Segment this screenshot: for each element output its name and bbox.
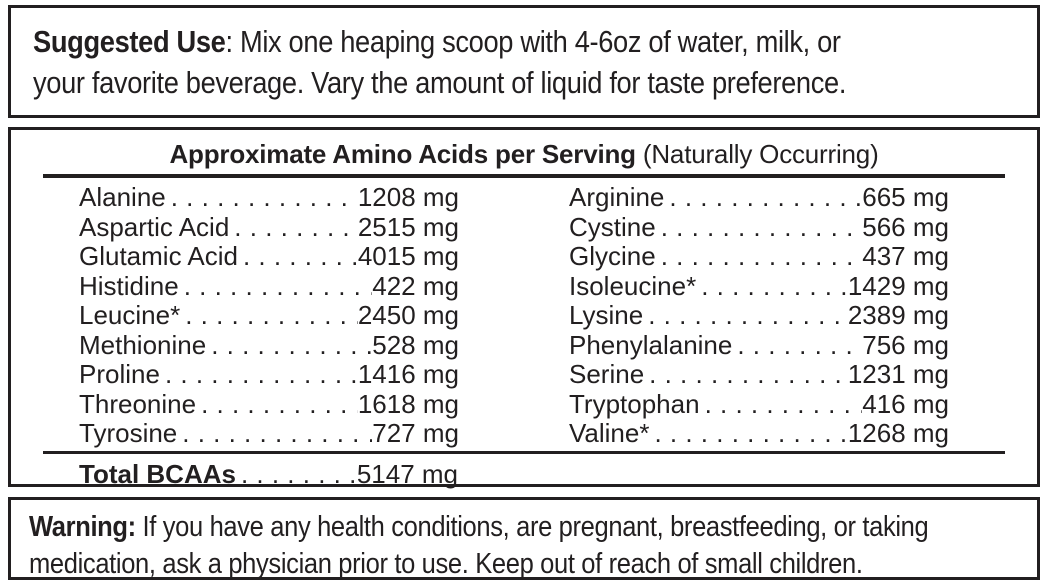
- leader-dots: . . . . . . . . . . . . . . . . . . . . …: [737, 330, 862, 360]
- amino-amount: 2450 mg: [357, 300, 459, 330]
- table-row: Threonine. . . . . . . . . . . . . . . .…: [79, 388, 459, 420]
- leader-dots: . . . . . . . . . . . . . . . . . . . . …: [660, 212, 863, 242]
- amino-amount: 1416 mg: [357, 359, 459, 389]
- amino-amount: 1208 mg: [357, 182, 459, 212]
- amino-name: Proline: [79, 359, 160, 389]
- leader-dots: . . . . . . . . . . . . . . . . . . . . …: [201, 389, 358, 419]
- table-row: Alanine. . . . . . . . . . . . . . . . .…: [79, 182, 459, 213]
- warning-line1-rest: If you have any health conditions, are p…: [135, 511, 929, 543]
- table-row: Cystine. . . . . . . . . . . . . . . . .…: [569, 211, 949, 243]
- amino-amount: 1231 mg: [847, 359, 949, 389]
- table-title-normal: (Naturally Occurring): [635, 139, 879, 169]
- leader-dots: . . . . . . . . . . . . . . . . . . . . …: [240, 458, 357, 489]
- table-row: Proline. . . . . . . . . . . . . . . . .…: [79, 359, 459, 390]
- warning-heading: Warning:: [29, 511, 136, 543]
- amino-column-right: Arginine. . . . . . . . . . . . . . . . …: [569, 182, 949, 449]
- amino-amount: 437 mg: [862, 241, 949, 271]
- warning-text: Warning: If you have any health conditio…: [29, 509, 1036, 580]
- suggested-use-line1-rest: : Mix one heaping scoop with 4-6oz of wa…: [225, 24, 842, 59]
- amino-amount: 727 mg: [372, 418, 459, 448]
- leader-dots: . . . . . . . . . . . . . . . . . . . . …: [182, 419, 372, 448]
- amino-amount: 665 mg: [862, 182, 949, 212]
- leader-dots: . . . . . . . . . . . . . . . . . . . . …: [242, 242, 358, 271]
- leader-dots: . . . . . . . . . . . . . . . . . . . . …: [211, 330, 372, 360]
- amino-name: Methionine: [79, 329, 207, 360]
- total-bcaas-row: Total BCAAs . . . . . . . . . . . . . . …: [79, 459, 458, 489]
- amino-name: Leucine*: [79, 300, 181, 330]
- total-bcaas-amount: 5147 mg: [356, 458, 458, 489]
- table-row: Glycine. . . . . . . . . . . . . . . . .…: [569, 241, 949, 272]
- table-row: Methionine. . . . . . . . . . . . . . . …: [79, 329, 459, 361]
- table-row: Serine. . . . . . . . . . . . . . . . . …: [569, 359, 949, 390]
- leader-dots: . . . . . . . . . . . . . . . . . . . . …: [704, 389, 863, 419]
- leader-dots: . . . . . . . . . . . . . . . . . . . . …: [170, 183, 358, 212]
- amino-name: Glutamic Acid: [79, 241, 238, 271]
- table-row: Glutamic Acid. . . . . . . . . . . . . .…: [79, 241, 459, 272]
- suggested-use-line2: your favorite beverage. Vary the amount …: [33, 65, 847, 100]
- leader-dots: . . . . . . . . . . . . . . . . . . . . …: [183, 271, 373, 301]
- table-row: Lysine. . . . . . . . . . . . . . . . . …: [569, 300, 949, 331]
- table-title-bold: Approximate Amino Acids per Serving: [169, 139, 636, 169]
- leader-dots: . . . . . . . . . . . . . . . . . . . . …: [185, 301, 358, 330]
- leader-dots: . . . . . . . . . . . . . . . . . . . . …: [701, 271, 848, 301]
- header-rule: [43, 174, 1005, 178]
- amino-amount: 528 mg: [372, 329, 459, 360]
- table-row: Aspartic Acid. . . . . . . . . . . . . .…: [79, 211, 459, 243]
- leader-dots: . . . . . . . . . . . . . . . . . . . . …: [164, 360, 358, 389]
- total-rule: [43, 450, 1005, 454]
- amino-amount: 756 mg: [862, 329, 949, 360]
- amino-name: Tryptophan: [569, 388, 700, 419]
- suggested-use-line1: Suggested Use: Mix one heaping scoop wit…: [33, 21, 1036, 62]
- table-row: Histidine. . . . . . . . . . . . . . . .…: [79, 270, 459, 302]
- suggested-use-text: Suggested Use: Mix one heaping scoop wit…: [33, 21, 1036, 103]
- amino-amount: 566 mg: [862, 211, 949, 242]
- leader-dots: . . . . . . . . . . . . . . . . . . . . …: [669, 183, 863, 212]
- amino-name: Serine: [569, 359, 645, 389]
- amino-amount: 1429 mg: [847, 270, 949, 301]
- warning-line2: medication, ask a physician prior to use…: [29, 548, 863, 580]
- amino-amount: 422 mg: [372, 270, 459, 301]
- table-row: Phenylalanine. . . . . . . . . . . . . .…: [569, 329, 949, 361]
- amino-name: Glycine: [569, 241, 656, 271]
- table-row: Tyrosine. . . . . . . . . . . . . . . . …: [79, 418, 459, 449]
- amino-name: Arginine: [569, 182, 665, 212]
- amino-amount: 416 mg: [862, 388, 949, 419]
- amino-amount: 2389 mg: [847, 300, 949, 330]
- amino-table-box: Approximate Amino Acids per Serving (Nat…: [8, 127, 1040, 489]
- suggested-use-heading: Suggested Use: [33, 24, 226, 59]
- amino-name: Lysine: [569, 300, 644, 330]
- amino-amount: 4015 mg: [357, 241, 459, 271]
- amino-amount: 2515 mg: [357, 211, 459, 242]
- amino-name: Cystine: [569, 211, 656, 242]
- warning-line1: Warning: If you have any health conditio…: [29, 509, 1036, 546]
- leader-dots: . . . . . . . . . . . . . . . . . . . . …: [648, 301, 848, 330]
- amino-name: Threonine: [79, 388, 197, 419]
- leader-dots: . . . . . . . . . . . . . . . . . . . . …: [649, 360, 848, 389]
- total-bcaas-label: Total BCAAs: [79, 458, 236, 489]
- table-row: Arginine. . . . . . . . . . . . . . . . …: [569, 182, 949, 213]
- amino-column-left: Alanine. . . . . . . . . . . . . . . . .…: [79, 182, 459, 449]
- warning-box: Warning: If you have any health conditio…: [8, 497, 1040, 580]
- amino-name: Phenylalanine: [569, 329, 733, 360]
- amino-amount: 1268 mg: [847, 418, 949, 448]
- leader-dots: . . . . . . . . . . . . . . . . . . . . …: [234, 212, 358, 242]
- table-row: Tryptophan. . . . . . . . . . . . . . . …: [569, 388, 949, 420]
- amino-name: Alanine: [79, 182, 166, 212]
- table-row: Leucine*. . . . . . . . . . . . . . . . …: [79, 300, 459, 331]
- amino-name: Valine*: [569, 418, 650, 448]
- table-row: Isoleucine*. . . . . . . . . . . . . . .…: [569, 270, 949, 302]
- amino-name: Aspartic Acid: [79, 211, 230, 242]
- leader-dots: . . . . . . . . . . . . . . . . . . . . …: [660, 242, 863, 271]
- amino-name: Isoleucine*: [569, 270, 697, 301]
- amino-rows: Alanine. . . . . . . . . . . . . . . . .…: [11, 178, 1037, 449]
- amino-amount: 1618 mg: [357, 388, 459, 419]
- amino-name: Histidine: [79, 270, 179, 301]
- table-row: Valine*. . . . . . . . . . . . . . . . .…: [569, 418, 949, 449]
- suggested-use-box: Suggested Use: Mix one heaping scoop wit…: [8, 5, 1040, 118]
- leader-dots: . . . . . . . . . . . . . . . . . . . . …: [654, 419, 848, 448]
- table-title: Approximate Amino Acids per Serving (Nat…: [11, 130, 1037, 169]
- amino-name: Tyrosine: [79, 418, 178, 448]
